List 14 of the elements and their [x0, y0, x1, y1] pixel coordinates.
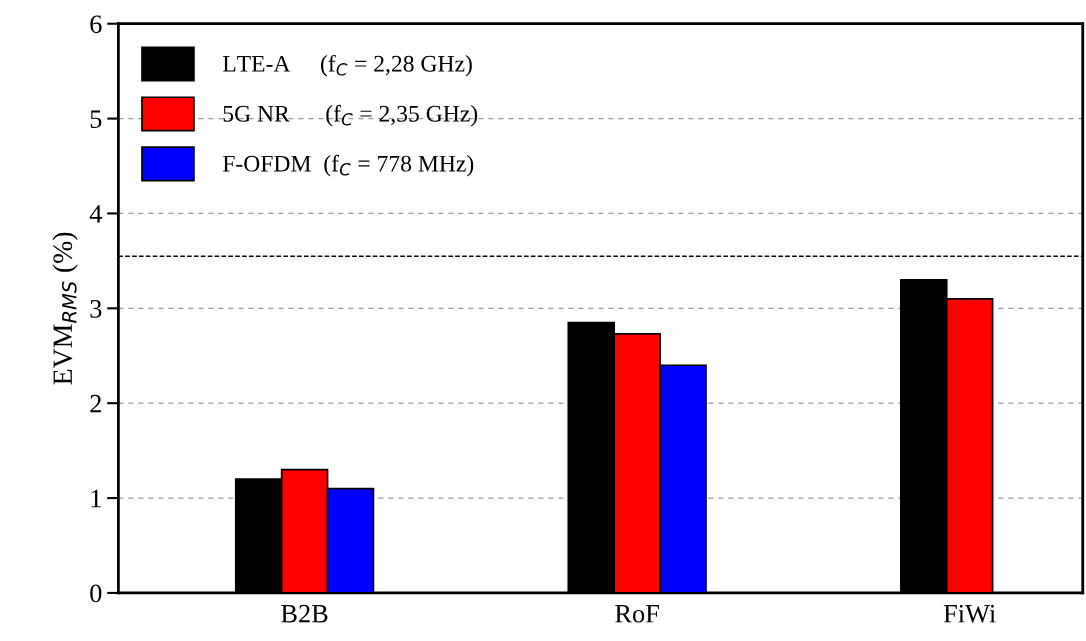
- x-tick-label: B2B: [281, 604, 328, 623]
- y-tick-label: 3: [90, 300, 102, 318]
- y-tick-label: 1: [91, 489, 101, 508]
- y-tick-label: 0: [90, 584, 102, 603]
- x-tick-label: FiWi: [943, 604, 996, 623]
- y-tick-label: 4: [89, 205, 102, 223]
- y-tick-label: 2: [90, 394, 101, 413]
- legend-label: F-OFDM (f$_{C}$ = 778 MHz): [222, 154, 474, 177]
- x-tick-label: RoF: [615, 605, 659, 623]
- y-axis-title: EVM$_{RMS}$ (%): [52, 232, 78, 385]
- legend-label: LTE-A (f$_{C}$ = 2,28 GHz): [222, 54, 472, 77]
- y-tick-label: 5: [90, 110, 102, 128]
- legend-label: 5G NR (f$_{C}$ = 2,35 GHz): [223, 104, 478, 127]
- y-tick-label: 6: [90, 15, 102, 34]
